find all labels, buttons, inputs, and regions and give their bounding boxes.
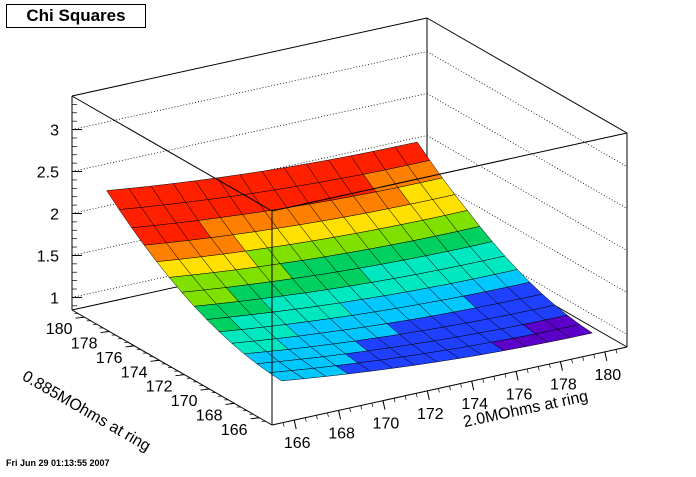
grid-line-side [426,135,628,251]
x-tick-label: 170 [373,416,400,433]
x-minor-tick [582,356,584,361]
x-minor-tick [526,368,529,374]
y-tick-label: 174 [121,364,148,381]
x-minor-tick [482,378,485,383]
x-minor-tick [615,349,618,354]
x-tick-label: 178 [550,377,577,394]
chart-title: Chi Squares [6,4,146,28]
x-minor-tick [338,410,340,415]
z-tick-label: 1 [50,290,59,307]
x-tick-label: 176 [506,386,533,403]
surface-cell [268,370,305,382]
x-minor-tick [604,351,607,356]
y-tick-label: 166 [221,422,248,439]
x-minor-tick [471,381,474,386]
y-tick-label: 176 [96,350,123,367]
x-minor-tick [293,420,296,425]
x-minor-tick [460,383,462,388]
y-tick-label: 170 [171,393,198,410]
x-minor-tick [493,376,496,381]
y-tick-label: 180 [46,321,73,338]
z-tick-label: 3 [50,123,59,140]
x-minor-tick [415,393,418,398]
x-minor-tick [593,354,596,359]
top-edge-left [71,95,273,212]
top-edge-front [271,132,628,212]
x-minor-tick [327,412,329,417]
x-minor-tick [515,371,518,376]
z-tick-label: 2.5 [37,165,59,182]
grid-line-side [426,219,628,335]
x-minor-tick [426,390,429,395]
z-tick-label: 2 [50,207,59,224]
x-minor-tick [560,361,562,366]
x-minor-tick [504,373,507,378]
grid-line-side [426,51,628,167]
x-minor-tick [349,407,351,413]
x-minor-tick [304,417,307,422]
y-tick-label: 172 [146,379,173,396]
datestamp: Fri Jun 29 01:13:55 2007 [6,458,110,468]
front-frame [71,95,628,426]
x-minor-tick [282,422,285,427]
grid-line-back [71,51,428,130]
x-tick-label: 174 [461,396,488,413]
grid-line-back [71,219,428,298]
grid-line-back [71,93,428,172]
z-tick-label: 1.5 [37,249,59,266]
surface [106,141,593,382]
x-minor-tick [449,385,451,391]
x-minor-tick [549,363,551,369]
x-minor-tick [382,400,385,405]
x-tick-label: 166 [284,435,311,452]
x-tick-label: 172 [417,406,444,423]
x-minor-tick [404,395,407,400]
x-minor-tick [537,366,540,371]
x-tick-label: 168 [328,425,355,442]
grid-line-side [426,93,628,209]
back-edge-top [71,17,428,97]
x-minor-tick [360,405,363,410]
y-tick-label: 168 [196,407,223,424]
side-edge-top [426,17,628,134]
grid-line-back [71,177,428,256]
grid-line-side [426,177,628,293]
x-minor-tick [316,415,318,420]
x-minor-tick [438,388,440,393]
x-minor-tick [571,359,573,364]
x-minor-tick [371,402,374,408]
x-minor-tick [393,398,396,403]
x-tick-label: 180 [594,367,621,384]
y-tick-label: 178 [71,336,98,353]
